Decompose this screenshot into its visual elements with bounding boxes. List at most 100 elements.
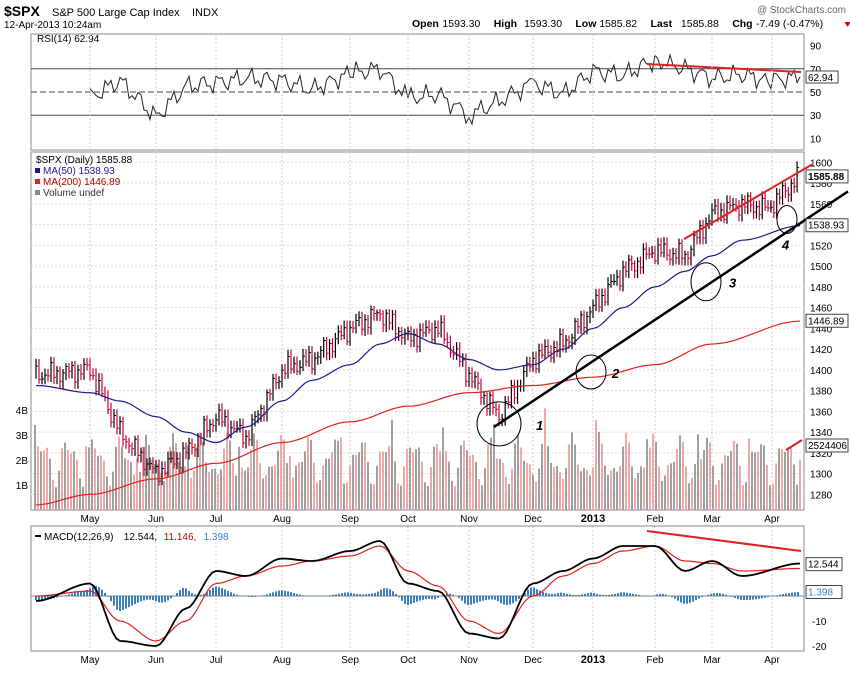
macd-histogram-bar [617,593,619,596]
macd-histogram-bar [92,586,94,596]
macd-histogram-bar [758,596,760,599]
macd-histogram-bar [257,596,259,597]
volume-bar [535,481,537,510]
volume-bar [328,458,330,510]
macd-histogram-bar [665,594,667,596]
volume-bar [43,450,45,510]
macd-histogram-bar [791,592,793,596]
volume-bar [451,480,453,510]
volume-bar [514,443,516,510]
volume-bar [79,478,81,510]
macd-histogram-bar [314,596,316,597]
volume-bar [58,470,60,510]
month-label: Jun [148,655,164,666]
volume-bar [184,466,186,510]
macd-histogram-bar [44,596,46,600]
volume-bar [724,455,726,510]
macd-legend-part: MACD(12,26,9) [44,532,113,543]
macd-histogram-bar [344,592,346,596]
volume-bar [613,468,615,510]
price-tick-label: 1360 [810,407,833,418]
volume-bar [664,475,666,510]
volume-bar [466,450,468,510]
quote-last-label: Last [651,18,673,30]
month-label: Jun [148,514,164,525]
macd-histogram-bar [86,589,88,596]
volume-bar [781,448,783,510]
volume-bar [694,464,696,510]
macd-histogram-bar [113,596,115,606]
macd-histogram-bar [260,595,262,597]
volume-bar [346,482,348,510]
macd-histogram-bar [269,593,271,596]
macd-histogram-bar [773,595,775,597]
volume-bar [46,447,48,510]
volume-last-label: 2524406 [808,441,847,452]
macd-histogram-bar [371,593,373,596]
volume-bar [373,484,375,510]
volume-bar [760,444,762,510]
macd-histogram-bar [632,593,634,596]
macd-histogram-bar [200,594,202,596]
month-label: Feb [646,514,664,525]
volume-bar [97,455,99,510]
rsi-last-box [805,70,839,84]
price-tick-label: 1340 [810,428,833,439]
month-label: May [81,514,100,525]
volume-bar [169,447,171,510]
macd-histogram-bar [470,596,472,605]
volume-bar [622,446,624,510]
macd-histogram-bar [749,596,751,600]
macd-panel: -20 -10 MACD(12,26,9) 12.544, 11.146, 1.398… [30,525,843,653]
macd-histogram-bar [608,594,610,596]
macd-histogram-bar [332,594,334,596]
datetime: 12-Apr-2013 10:24am [4,20,101,31]
volume-bar [454,486,456,510]
macd-histogram-bar [764,596,766,598]
macd-histogram-bar [491,596,493,600]
price-tick-label: 1440 [810,324,833,335]
macd-histogram-bar [347,592,349,596]
macd-histogram-bar [437,596,439,599]
macd-histogram-bar [713,593,715,596]
macd-histogram-bar [320,596,322,597]
macd-histogram-bar [164,596,166,602]
volume-bar [418,447,420,510]
volume-trend-line [785,439,803,451]
macd-histogram-bar [446,593,448,596]
macd-histogram-bar [98,587,100,596]
annotations: 1 2 3 4 [476,204,798,447]
macd-histogram-bar [653,595,655,596]
macd-histogram-bar [626,592,628,596]
macd-histogram-bar [188,590,190,596]
macd-histogram-bar [236,594,238,596]
macd-histogram-bar [692,596,694,602]
macd-histogram-bar [782,594,784,596]
macd-histogram-bar [407,596,409,605]
month-label: Feb [646,655,664,666]
price-tick-label: 1560 [810,200,833,211]
price-tick-label: 1480 [810,283,833,294]
volume-bar [193,470,195,510]
price-tick-label: 1500 [810,262,833,273]
month-label: Aug [273,514,291,525]
volume-bar [166,471,168,510]
macd-frame [30,525,805,652]
volume-bar [499,458,501,510]
volume-bar [637,472,639,510]
macd-histogram-bar [419,596,421,601]
volume-bar [337,440,339,510]
price-tick-label: 1300 [810,470,833,481]
ma50-last-label: 1538.93 [808,221,845,232]
macd-histogram-bar [395,593,397,596]
volume-bar [226,432,228,510]
volume-bar [481,485,483,510]
macd-histogram-bar [353,593,355,596]
macd-histogram-bar [581,594,583,596]
macd-histogram-bar [422,596,424,600]
macd-histogram-bar [242,595,244,597]
macd-histogram-bar [767,596,769,598]
volume-bar [553,467,555,510]
volume-bar [121,446,123,510]
volume-bar [634,478,636,510]
